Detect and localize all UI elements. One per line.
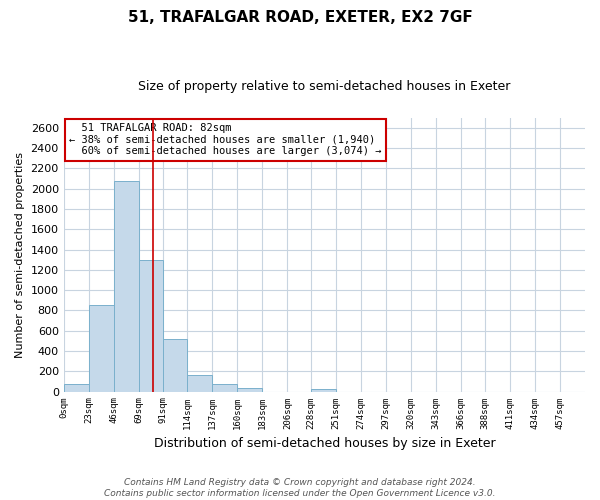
X-axis label: Distribution of semi-detached houses by size in Exeter: Distribution of semi-detached houses by …: [154, 437, 495, 450]
Bar: [64, 384, 89, 392]
Text: 51 TRAFALGAR ROAD: 82sqm  
← 38% of semi-detached houses are smaller (1,940)
  6: 51 TRAFALGAR ROAD: 82sqm ← 38% of semi-d…: [69, 124, 382, 156]
Title: Size of property relative to semi-detached houses in Exeter: Size of property relative to semi-detach…: [138, 80, 511, 93]
Bar: [163, 340, 187, 392]
Bar: [113, 181, 139, 392]
Y-axis label: Number of semi-detached properties: Number of semi-detached properties: [15, 152, 25, 358]
Bar: [89, 305, 113, 392]
Bar: [212, 384, 238, 392]
Text: Contains HM Land Registry data © Crown copyright and database right 2024.
Contai: Contains HM Land Registry data © Crown c…: [104, 478, 496, 498]
Bar: [311, 389, 336, 392]
Bar: [238, 388, 262, 392]
Bar: [139, 260, 163, 392]
Text: 51, TRAFALGAR ROAD, EXETER, EX2 7GF: 51, TRAFALGAR ROAD, EXETER, EX2 7GF: [128, 10, 472, 25]
Bar: [187, 376, 212, 392]
